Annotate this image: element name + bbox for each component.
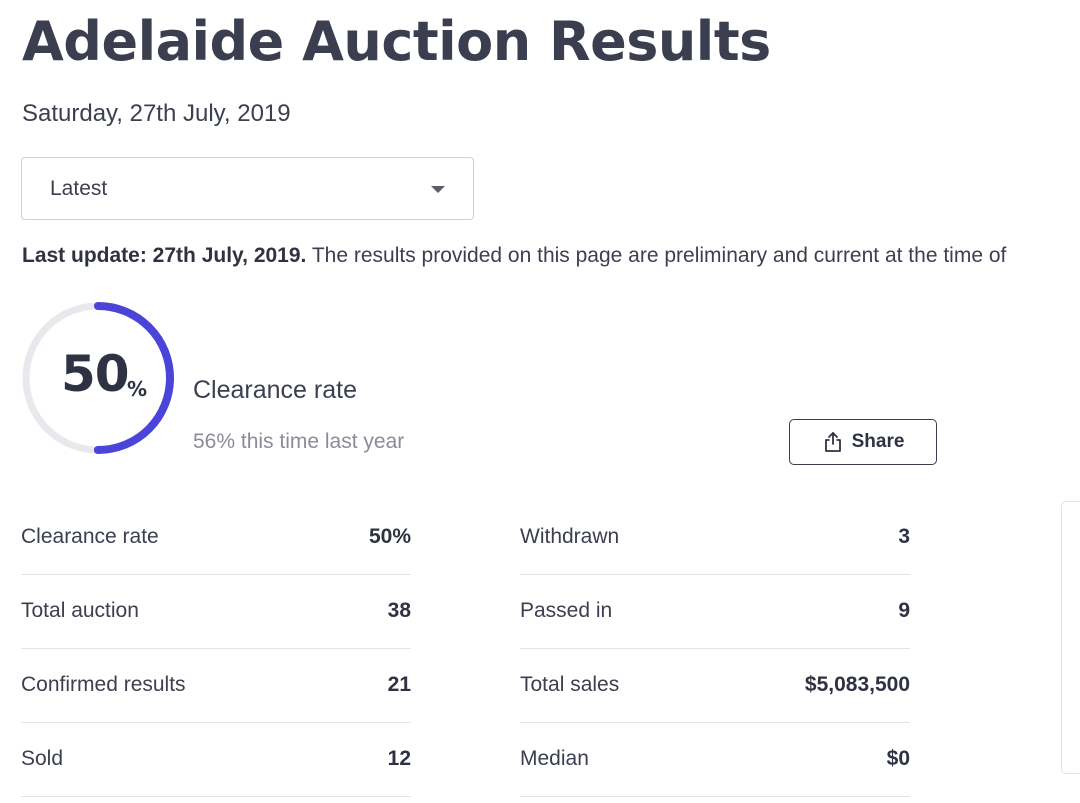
stat-value: 12 xyxy=(387,747,411,770)
stat-value: 9 xyxy=(898,599,910,622)
stat-row-median: Median $0 xyxy=(520,723,910,797)
stat-row-passed-in: Passed in 9 xyxy=(520,575,910,649)
side-panel xyxy=(1061,501,1080,774)
share-icon xyxy=(824,432,841,452)
stat-label: Sold xyxy=(21,747,64,770)
stat-row-withdrawn: Withdrawn 3 xyxy=(520,501,910,575)
stat-row-total-auction: Total auction 38 xyxy=(21,575,411,649)
stat-label: Withdrawn xyxy=(520,525,620,548)
clearance-last-year: 56% this time last year xyxy=(193,430,405,453)
stat-label: Clearance rate xyxy=(21,525,159,548)
update-notice-date: Last update: 27th July, 2019. xyxy=(22,244,307,267)
stat-label: Total sales xyxy=(520,673,620,696)
stat-label: Median xyxy=(520,747,589,770)
page-title: Adelaide Auction Results xyxy=(22,10,771,73)
gauge-progress-arc xyxy=(22,302,174,454)
stat-row-sold: Sold 12 xyxy=(21,723,411,797)
select-value: Latest xyxy=(50,177,108,200)
caret-down-icon xyxy=(431,186,445,193)
gauge-rate-number: 50 xyxy=(61,345,130,403)
stat-row-total-sales: Total sales $5,083,500 xyxy=(520,649,910,723)
stat-label: Total auction xyxy=(21,599,139,622)
stat-value: $0 xyxy=(886,747,910,770)
stat-value: 21 xyxy=(387,673,411,696)
clearance-gauge-ring xyxy=(22,302,174,454)
update-notice: Last update: 27th July, 2019. The result… xyxy=(22,244,1080,268)
share-label: Share xyxy=(851,431,905,452)
share-button[interactable]: Share xyxy=(789,419,937,465)
stat-value: $5,083,500 xyxy=(804,673,910,696)
clearance-gauge: 50 % xyxy=(21,301,175,455)
stats-table-right: Withdrawn 3 Passed in 9 Total sales $5,0… xyxy=(520,501,910,797)
stat-row-clearance-rate: Clearance rate 50% xyxy=(21,501,411,575)
stat-value: 3 xyxy=(898,525,910,548)
update-notice-text: The results provided on this page are pr… xyxy=(306,244,1007,267)
gauge-rate-symbol: % xyxy=(127,377,148,401)
stat-value: 38 xyxy=(387,599,411,622)
stat-row-confirmed-results: Confirmed results 21 xyxy=(21,649,411,723)
results-period-select[interactable]: Latest xyxy=(21,157,474,220)
stat-value: 50% xyxy=(368,525,411,548)
stats-table-left: Clearance rate 50% Total auction 38 Conf… xyxy=(21,501,411,797)
stat-label: Passed in xyxy=(520,599,613,622)
clearance-rate-label: Clearance rate xyxy=(193,376,357,404)
results-date: Saturday, 27th July, 2019 xyxy=(22,100,291,127)
stat-label: Confirmed results xyxy=(21,673,186,696)
